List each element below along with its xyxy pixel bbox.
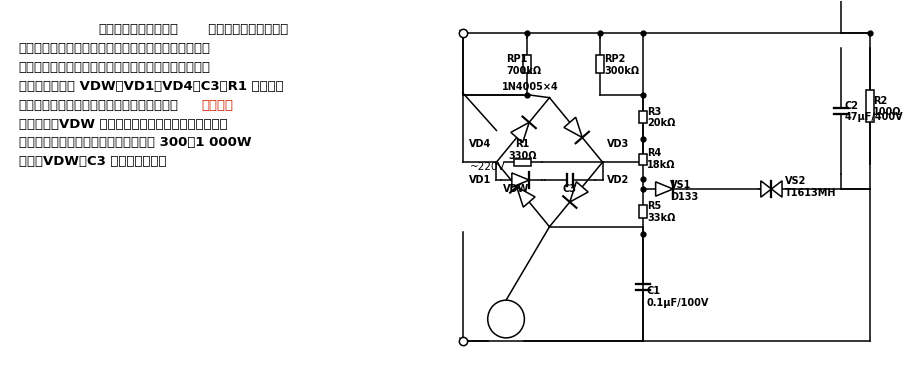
- Bar: [523, 55, 530, 72]
- Text: VDW: VDW: [502, 184, 528, 194]
- Polygon shape: [563, 117, 581, 138]
- Polygon shape: [569, 182, 588, 202]
- Polygon shape: [760, 181, 771, 197]
- Text: 电机功率有突变时，阱尼电路可使突然变化转: 电机功率有突变时，阱尼电路可使突然变化转: [19, 99, 179, 112]
- Text: R3
20kΩ: R3 20kΩ: [646, 107, 674, 128]
- Text: M: M: [499, 308, 512, 322]
- Bar: [639, 154, 646, 165]
- Circle shape: [487, 300, 524, 338]
- Text: 此电路具有双向晶闸管移相触发控制和电机起动阱尼功: 此电路具有双向晶闸管移相触发控制和电机起动阱尼功: [19, 61, 210, 74]
- Bar: [639, 205, 646, 218]
- Text: R2
100Ω: R2 100Ω: [872, 96, 900, 117]
- Text: 变为一个: 变为一个: [201, 99, 233, 112]
- Text: C2
47μF/400V: C2 47μF/400V: [844, 101, 903, 123]
- Text: C1
0.1μF/100V: C1 0.1μF/100V: [646, 287, 709, 308]
- Polygon shape: [655, 182, 672, 196]
- Bar: [639, 111, 646, 123]
- Polygon shape: [511, 173, 528, 187]
- Text: VD4: VD4: [469, 139, 491, 149]
- Text: R5
33kΩ: R5 33kΩ: [646, 201, 674, 223]
- Text: VD3: VD3: [607, 139, 629, 149]
- Polygon shape: [510, 123, 528, 143]
- Bar: [514, 159, 531, 166]
- Bar: [865, 90, 873, 123]
- Text: 不大时其功率保持不变。图中电机可为 300～1 000W: 不大时其功率保持不变。图中电机可为 300～1 000W: [19, 136, 251, 149]
- Text: VS2
T1613MH: VS2 T1613MH: [784, 176, 835, 198]
- Text: ~220V: ~220V: [470, 162, 506, 172]
- Text: 定转速下，当负载变化时，电机所耗功率也发生变化。: 定转速下，当负载变化时，电机所耗功率也发生变化。: [19, 42, 210, 55]
- Bar: [595, 55, 603, 72]
- Text: 电机运行过程中，在一: 电机运行过程中，在一: [199, 23, 288, 36]
- Text: C3: C3: [562, 184, 576, 194]
- Text: VD2: VD2: [607, 175, 629, 185]
- Text: RP2
300kΩ: RP2 300kΩ: [604, 54, 639, 76]
- Text: R1
330Ω: R1 330Ω: [507, 139, 537, 161]
- Text: 左右，VDW、C3 可由试验决定。: 左右，VDW、C3 可由试验决定。: [19, 155, 166, 168]
- Polygon shape: [517, 187, 535, 207]
- Text: 电机自动调节功率电路: 电机自动调节功率电路: [97, 23, 178, 36]
- Text: VD1: VD1: [469, 175, 491, 185]
- Text: 渐变过程。VDW 所限定的电压值可使电机在负荷变化: 渐变过程。VDW 所限定的电压值可使电机在负荷变化: [19, 118, 227, 130]
- Polygon shape: [771, 181, 782, 197]
- Text: RP1
700kΩ: RP1 700kΩ: [506, 54, 540, 76]
- Text: 能。阱尼电路由 VDW、VD1～VD4、C3、R1 组成。在: 能。阱尼电路由 VDW、VD1～VD4、C3、R1 组成。在: [19, 80, 283, 93]
- Text: ~: ~: [500, 317, 511, 331]
- Text: VS1
D133: VS1 D133: [670, 180, 698, 202]
- Text: R4
18kΩ: R4 18kΩ: [646, 149, 675, 170]
- Text: 1N4005×4: 1N4005×4: [501, 82, 558, 92]
